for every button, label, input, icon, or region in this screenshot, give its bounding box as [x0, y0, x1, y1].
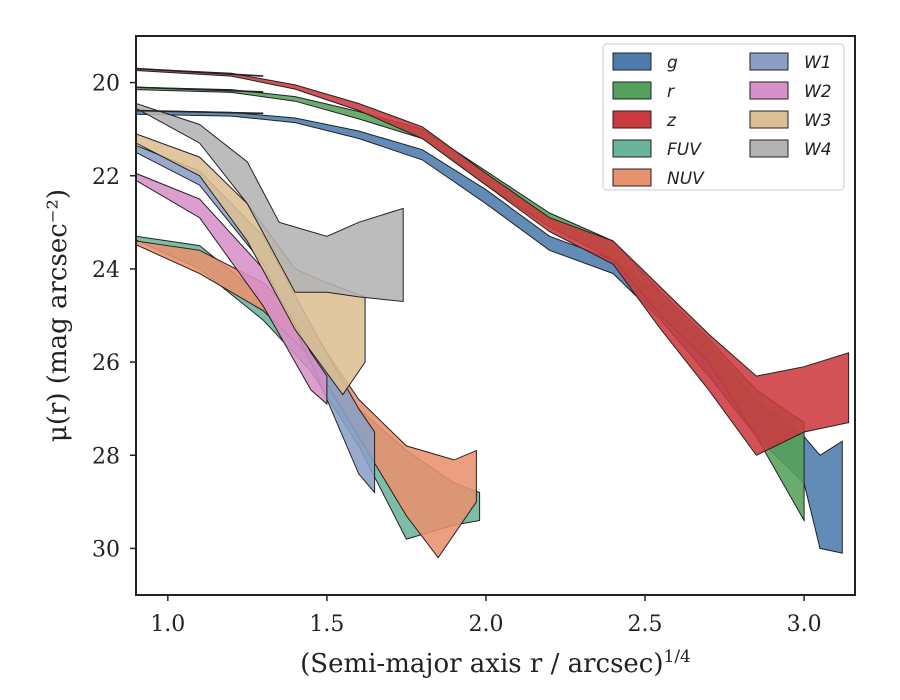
y-tick-label: 30: [92, 537, 120, 562]
y-tick-label: 22: [92, 165, 120, 190]
baseline-g: [136, 109, 264, 115]
x-tick-label: 2.0: [468, 612, 503, 637]
y-axis-label: μ(r) (mag arcsec⁻²): [43, 189, 73, 442]
band-g: [136, 109, 843, 554]
legend-label-w3: W3: [804, 111, 832, 131]
x-tick-label: 1.0: [150, 612, 185, 637]
x-tick-label: 3.0: [787, 612, 822, 637]
axis-ticks: 1.0 1.5 2.0 2.5 3.0 20 22 24 26 28 30: [92, 72, 822, 637]
legend-label-w2: W2: [804, 82, 832, 102]
x-tick-label: 2.5: [628, 612, 663, 637]
band-w4: [136, 102, 404, 303]
legend-swatch-w4: [749, 139, 789, 158]
legend-swatch-nuv: [612, 168, 652, 187]
legend: grz FUV NUV W1 W2 W3 W4: [602, 43, 845, 191]
x-axis-label: (Semi-major axis r / arcsec)1/4: [300, 647, 691, 679]
legend-swatch-fuv: [612, 139, 652, 158]
legend-label-z: z: [666, 111, 677, 131]
legend-label-fuv: FUV: [667, 140, 702, 160]
x-axis-label-main: (Semi-major axis r / arcsec): [300, 649, 663, 679]
legend-label-g: g: [667, 53, 678, 73]
x-tick-label: 1.5: [309, 612, 344, 637]
legend-label-w4: W4: [804, 140, 832, 160]
series-bands: [136, 67, 850, 559]
plot-frame: [135, 35, 856, 596]
legend-swatch-g: [612, 52, 652, 71]
baseline-r: [136, 86, 264, 93]
y-tick-label: 26: [92, 351, 120, 376]
legend-label-nuv: NUV: [667, 169, 705, 189]
band-z: [136, 68, 850, 456]
baseline-z: [136, 67, 264, 77]
legend-swatch-r: [612, 81, 652, 100]
legend-label-r: r: [667, 82, 675, 102]
legend-swatch-w3: [749, 110, 789, 129]
band-w2: [136, 172, 328, 406]
legend-swatch-w1: [749, 52, 789, 71]
legend-swatch-z: [612, 110, 652, 129]
y-tick-label: 24: [92, 258, 120, 283]
legend-label-w1: W1: [804, 53, 832, 73]
legend-swatch-w2: [749, 81, 789, 100]
y-tick-label: 28: [92, 444, 120, 469]
x-axis-label-exponent: 1/4: [664, 647, 691, 667]
y-tick-label: 20: [92, 72, 120, 97]
